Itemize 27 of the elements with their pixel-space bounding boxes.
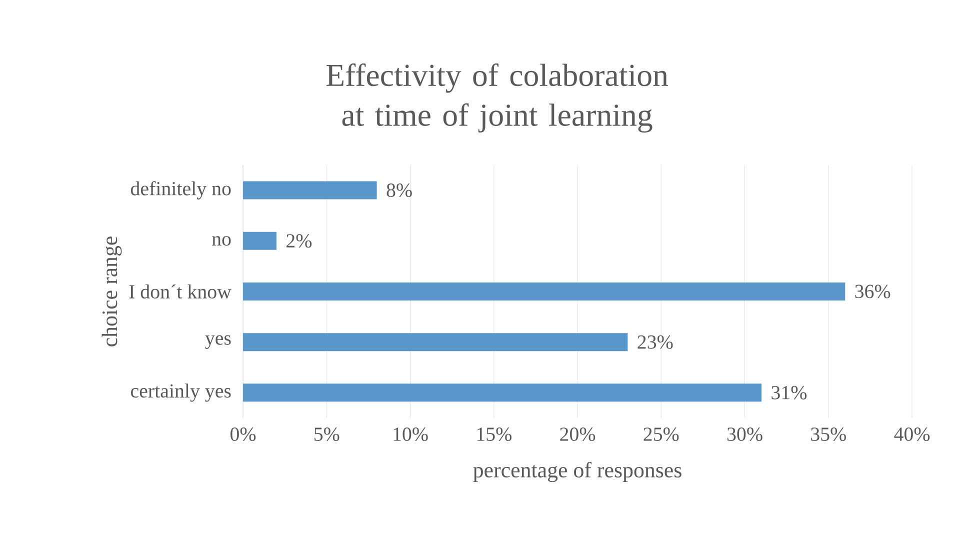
- x-tick-label: 30%: [727, 428, 762, 442]
- x-tick-label: 35%: [811, 428, 846, 442]
- x-tick-label: 0%: [230, 428, 256, 442]
- x-tick-label: 40%: [894, 428, 930, 442]
- y-tick-label: I don´t know: [129, 284, 232, 299]
- data-label: 36%: [855, 284, 890, 298]
- chart-title: Effectivity of colaboration at time of joint learning: [326, 63, 668, 133]
- data-label: 23%: [638, 335, 673, 349]
- y-tick-label: yes: [205, 335, 231, 349]
- bar: [243, 333, 628, 352]
- bar: [243, 384, 762, 402]
- x-tick-label: 25%: [644, 428, 679, 442]
- bar: [243, 282, 846, 300]
- x-tick-label: 10%: [394, 428, 428, 442]
- data-label: 2%: [286, 234, 312, 248]
- data-label: 8%: [386, 184, 412, 198]
- x-tick-label: 5%: [314, 428, 340, 442]
- data-label: 31%: [772, 386, 807, 400]
- x-tick-label: 20%: [560, 428, 596, 442]
- bar: [243, 232, 276, 250]
- bar: [243, 181, 377, 200]
- y-tick-label: no: [212, 236, 231, 246]
- x-axis-title: percentage of responses: [473, 462, 682, 482]
- x-tick-label: 15%: [477, 428, 512, 442]
- y-axis-title: choice range: [102, 236, 122, 346]
- y-tick-label: certainly yes: [131, 384, 231, 402]
- y-tick-label: definitely no: [130, 181, 231, 200]
